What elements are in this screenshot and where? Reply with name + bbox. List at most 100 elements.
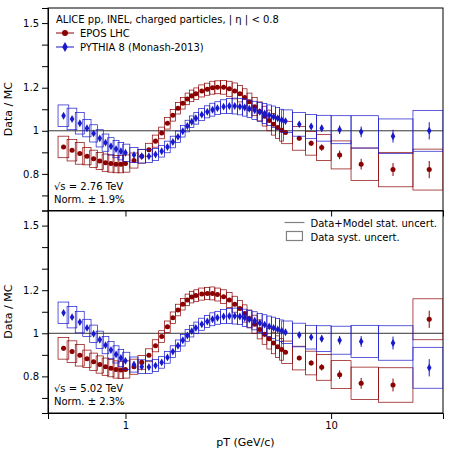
syst-box xyxy=(267,328,271,349)
y-tick: 0.8 xyxy=(23,371,48,382)
data-point xyxy=(165,121,170,126)
data-point xyxy=(98,336,103,344)
data-point xyxy=(175,106,180,111)
legend-symbol xyxy=(62,42,68,52)
data-point xyxy=(185,331,190,339)
data-point xyxy=(309,360,314,365)
data-point xyxy=(108,366,113,371)
syst-box xyxy=(221,290,227,304)
y-axis-line xyxy=(42,9,49,212)
data-point xyxy=(61,112,66,120)
data-point xyxy=(205,87,210,92)
syst-box xyxy=(175,131,180,143)
y-tick-mark xyxy=(42,312,48,313)
syst-box xyxy=(331,361,351,389)
y-axis: 0.811.21.5 xyxy=(23,211,48,414)
data-point xyxy=(193,91,198,96)
syst-box xyxy=(351,367,378,399)
data-point xyxy=(171,348,176,356)
y-tick-label: 1 xyxy=(33,125,39,136)
syst-box xyxy=(267,110,271,131)
data-point xyxy=(176,133,181,141)
data-point xyxy=(390,167,395,172)
y-tick-label: 0.8 xyxy=(23,371,39,382)
annotation: Norm. ± 2.3% xyxy=(54,396,125,407)
data-point xyxy=(359,162,364,167)
legend-label: Data syst. uncert. xyxy=(310,232,399,243)
syst-box xyxy=(165,321,171,333)
y-tick-mark xyxy=(42,226,48,227)
syst-box xyxy=(242,309,247,326)
data-point xyxy=(210,106,215,114)
syst-box xyxy=(215,311,221,324)
y-tick xyxy=(42,247,48,248)
data-point xyxy=(337,126,342,134)
data-point xyxy=(103,139,108,147)
syst-box xyxy=(170,312,175,324)
data-point xyxy=(175,308,180,313)
data-point xyxy=(283,350,288,355)
y-tick xyxy=(42,269,48,270)
y-tick xyxy=(42,355,48,356)
plot-frame xyxy=(48,211,443,414)
data-point xyxy=(189,118,194,126)
y-tick-mark xyxy=(42,333,48,334)
syst-box xyxy=(242,305,247,322)
data-point xyxy=(297,356,302,361)
y-tick-mark xyxy=(42,23,48,24)
y-tick xyxy=(42,312,48,313)
data-point xyxy=(119,147,124,155)
syst-box xyxy=(379,152,413,186)
data-point xyxy=(159,147,164,155)
data-point xyxy=(200,320,205,328)
syst-box xyxy=(165,352,171,364)
y-tick-mark xyxy=(42,152,48,153)
x-tick-mark xyxy=(331,413,332,419)
data-point xyxy=(123,357,128,365)
syst-box xyxy=(159,357,165,369)
data-point xyxy=(170,113,175,118)
x-tick-mark xyxy=(331,211,332,217)
data-point xyxy=(271,113,276,121)
data-point xyxy=(153,343,158,348)
syst-box xyxy=(138,149,145,163)
data-point xyxy=(61,346,66,351)
x-axis xyxy=(49,211,444,217)
syst-box xyxy=(190,325,194,337)
data-point xyxy=(227,312,232,320)
syst-box xyxy=(282,321,293,343)
data-point xyxy=(279,116,284,124)
data-point xyxy=(337,336,342,344)
data-point xyxy=(123,149,128,157)
y-tick: 0.8 xyxy=(23,169,48,180)
syst-box xyxy=(175,304,180,316)
syst-box xyxy=(331,326,351,354)
syst-box xyxy=(247,100,252,117)
data-point xyxy=(114,350,119,358)
data-point xyxy=(109,346,114,354)
syst-box xyxy=(317,115,332,141)
legend: ALICE pp, INEL, charged particles, | η |… xyxy=(56,14,279,53)
syst-box xyxy=(262,104,267,124)
data-point xyxy=(205,317,210,325)
x-tick xyxy=(125,211,126,217)
data-point xyxy=(77,151,82,156)
syst-box xyxy=(152,135,158,147)
data-point xyxy=(309,333,314,341)
data-point xyxy=(97,158,102,163)
data-point xyxy=(77,353,82,358)
syst-box xyxy=(305,115,316,139)
syst-box xyxy=(204,106,209,118)
syst-box xyxy=(215,81,221,94)
syst-box xyxy=(305,325,316,349)
y-tick xyxy=(42,45,48,46)
y-tick: 1.5 xyxy=(23,220,48,231)
data-point xyxy=(359,128,364,136)
data-point xyxy=(205,108,210,116)
data-point xyxy=(267,111,272,119)
syst-box xyxy=(190,90,194,102)
plot-area xyxy=(48,80,443,190)
syst-box xyxy=(267,316,271,337)
y-tick-mark xyxy=(42,398,48,399)
syst-box xyxy=(237,98,242,114)
